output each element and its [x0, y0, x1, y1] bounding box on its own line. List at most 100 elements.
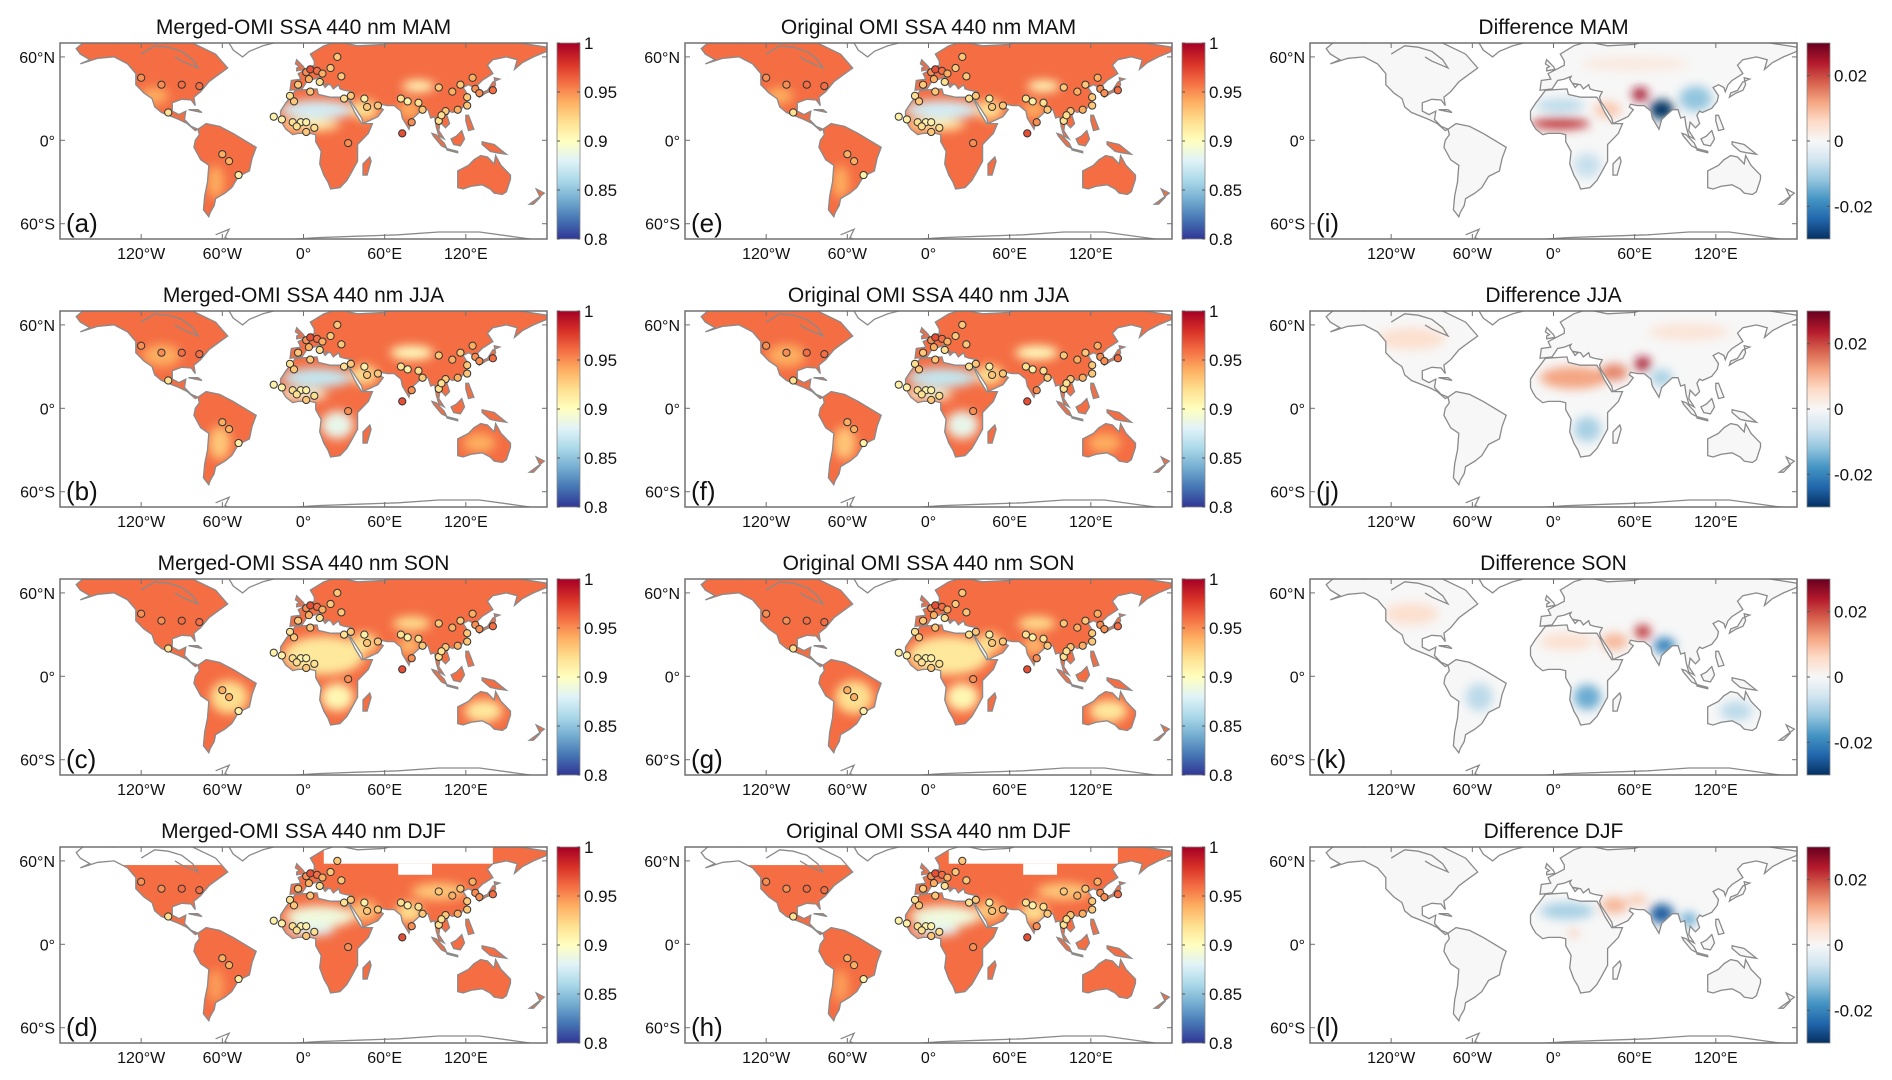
- site-marker: [468, 609, 477, 618]
- field-region: [1649, 903, 1674, 924]
- field-region: [1600, 633, 1628, 650]
- site-marker: [935, 123, 944, 132]
- panel-title: Original OMI SSA 440 nm SON: [783, 552, 1075, 575]
- site-marker: [468, 73, 477, 82]
- field-region: [1089, 699, 1128, 723]
- field-region: [1535, 98, 1585, 113]
- coastline: [1390, 579, 1785, 775]
- site-marker: [344, 138, 353, 148]
- site-marker: [859, 706, 868, 716]
- field-region: [402, 80, 435, 92]
- panel-label: (f): [691, 476, 716, 506]
- site-marker: [302, 118, 311, 127]
- colorbar-tick-label: 0.9: [1209, 400, 1233, 419]
- map-area: [700, 847, 1172, 1043]
- colorbar-ssa: 1 0.95 0.9 0.85 0.8: [556, 34, 617, 249]
- field-base: [1326, 43, 1797, 217]
- colorbar-tick-label: 0.95: [1209, 351, 1242, 370]
- site-marker: [914, 633, 924, 642]
- panel-label: (g): [691, 744, 723, 774]
- lon-tick-label: 120°W: [1367, 246, 1416, 263]
- site-marker: [782, 616, 791, 625]
- site-marker: [943, 873, 952, 882]
- site-marker: [931, 869, 940, 878]
- site-marker: [475, 624, 484, 634]
- site-marker: [463, 629, 472, 638]
- site-marker: [333, 588, 342, 598]
- colorbar-tick-label: 0.02: [1834, 603, 1867, 622]
- site-marker: [306, 623, 315, 632]
- site-marker: [969, 138, 978, 148]
- site-marker: [137, 73, 146, 82]
- site-marker: [849, 425, 859, 434]
- site-marker: [918, 884, 928, 893]
- site-marker: [902, 115, 911, 124]
- lon-tick-label: 120°W: [1367, 1050, 1416, 1067]
- site-marker: [917, 390, 926, 399]
- site-marker: [1043, 909, 1052, 918]
- site-marker: [195, 617, 204, 627]
- colorbar-tick-label: 0: [1834, 668, 1843, 687]
- map-panel-k: Difference SON 120°W 60°W 0° 60°E 120°E 60°N 0°…: [1269, 552, 1873, 799]
- site-marker: [951, 867, 960, 877]
- site-marker: [468, 877, 477, 886]
- site-marker: [969, 406, 978, 416]
- site-marker: [985, 362, 994, 371]
- site-marker: [333, 52, 342, 62]
- map-panel-e: Original OMI SSA 440 nm MAM 120°W 60°W 0° 60…: [644, 16, 1242, 263]
- panel-title: Merged-OMI SSA 440 nm JJA: [163, 284, 444, 307]
- site-marker: [453, 373, 462, 382]
- field-region: [279, 99, 355, 120]
- colorbar-gradient: [1181, 578, 1206, 776]
- site-marker: [292, 390, 301, 399]
- field-region: [1600, 363, 1628, 381]
- colorbar-tick-label: 0.8: [1209, 1034, 1233, 1053]
- site-marker: [360, 94, 369, 103]
- lon-tick-label: 120°E: [444, 782, 488, 799]
- site-marker: [157, 884, 166, 893]
- field-region: [321, 683, 354, 712]
- site-marker: [1093, 341, 1102, 350]
- lat-tick-label: 0°: [40, 669, 55, 686]
- site-marker: [373, 369, 383, 378]
- colorbar-tick-label: 0: [1834, 132, 1843, 151]
- site-marker: [315, 77, 324, 87]
- map-area: [700, 311, 1172, 507]
- lat-tick-label: 0°: [665, 669, 680, 686]
- site-marker: [1021, 630, 1030, 639]
- lon-tick-label: 0°: [921, 514, 936, 531]
- site-marker: [360, 630, 369, 639]
- site-marker: [927, 127, 936, 137]
- site-marker: [488, 890, 497, 899]
- site-marker: [1081, 80, 1090, 89]
- site-marker: [1028, 633, 1037, 642]
- colorbar-tick-label: 0.8: [584, 1034, 608, 1053]
- panel-title: Merged-OMI SSA 440 nm MAM: [156, 16, 451, 39]
- coastline: [1390, 43, 1785, 239]
- site-marker: [164, 108, 173, 117]
- colorbar-tick-label: 0.95: [584, 619, 617, 638]
- land-field: [1326, 579, 1797, 753]
- site-marker: [318, 337, 327, 346]
- land-field: [1326, 847, 1797, 1021]
- site-marker: [339, 362, 349, 371]
- site-marker: [1021, 362, 1030, 371]
- coastline: [140, 847, 535, 1043]
- site-marker: [1062, 647, 1071, 656]
- site-marker: [820, 349, 829, 359]
- lon-tick-label: 120°W: [742, 782, 791, 799]
- lat-tick-label: 60°N: [644, 854, 680, 871]
- lon-tick-label: 120°E: [444, 246, 488, 263]
- lon-tick-label: 60°E: [367, 246, 402, 263]
- site-marker: [373, 637, 383, 646]
- site-marker: [463, 361, 472, 370]
- lon-tick-label: 60°W: [828, 246, 868, 263]
- lon-tick-label: 0°: [921, 1050, 936, 1067]
- map-panel-f: Original OMI SSA 440 nm JJA 120°W 60°W 0° 60…: [644, 284, 1242, 531]
- lon-tick-label: 120°E: [1694, 246, 1738, 263]
- colorbar-tick-label: 0.9: [584, 936, 608, 955]
- field-region: [1649, 99, 1674, 120]
- site-marker: [762, 877, 771, 886]
- site-marker: [157, 348, 166, 357]
- site-marker: [418, 641, 427, 650]
